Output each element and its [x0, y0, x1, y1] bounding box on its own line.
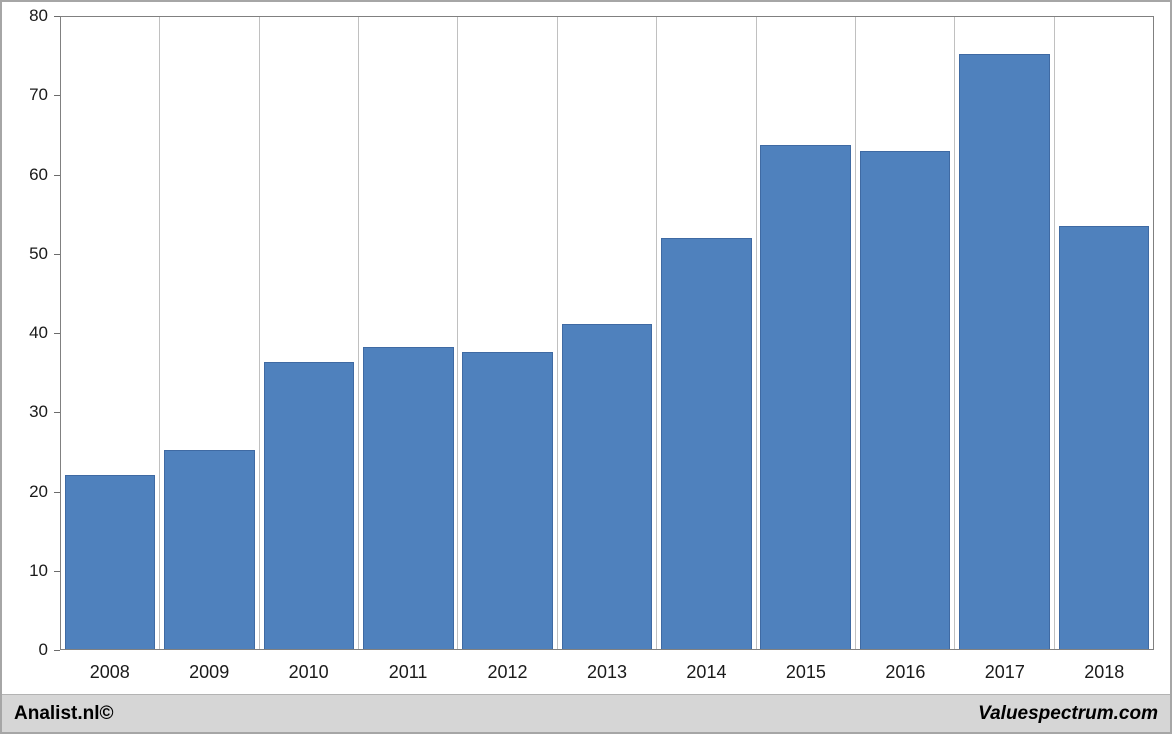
- bar-2013: [561, 323, 653, 649]
- category-cell-2017: [955, 17, 1055, 649]
- category-cell-2010: [260, 17, 360, 649]
- y-axis: 0 10 20 30 40 50 60 70 80: [8, 6, 60, 659]
- category-cell-2009: [160, 17, 260, 649]
- bar-2008: [64, 475, 156, 649]
- x-tick-label-2009: 2009: [189, 661, 230, 682]
- bar-2009: [164, 449, 255, 649]
- y-tick-mark: [54, 95, 60, 97]
- category-cell-2015: [757, 17, 856, 649]
- y-tick-mark: [54, 650, 60, 651]
- bar-2014: [661, 238, 752, 649]
- y-tick-mark: [54, 491, 60, 493]
- y-tick-label: 10: [29, 560, 48, 580]
- y-tick-label: 60: [29, 164, 48, 184]
- y-tick-mark: [54, 174, 60, 176]
- bar-2017: [959, 54, 1050, 649]
- x-tick-label-2011: 2011: [388, 661, 428, 682]
- x-tick-label-2012: 2012: [487, 661, 528, 682]
- category-cell-2008: [61, 17, 161, 649]
- y-tick-label: 0: [38, 640, 48, 659]
- bar-2015: [760, 144, 851, 649]
- bar-chart: 0 10 20 30 40 50 60 70 80 2008 2009 2010 2011 2012 20…: [2, 2, 1170, 694]
- x-tick-label-2016: 2016: [885, 661, 926, 682]
- x-tick-label-2017: 2017: [984, 661, 1025, 682]
- x-tick-label-2010: 2010: [288, 661, 329, 682]
- x-tick-label-2014: 2014: [686, 661, 727, 682]
- y-tick-label: 30: [29, 402, 48, 422]
- y-tick-label: 80: [29, 6, 48, 25]
- bar-2010: [263, 362, 355, 649]
- plot-area: [60, 16, 1154, 650]
- y-tick-label: 50: [29, 243, 48, 263]
- bar-2018: [1058, 226, 1150, 649]
- x-tick-label-2008: 2008: [89, 661, 130, 682]
- category-cell-2018: [1055, 17, 1153, 649]
- bar-2011: [363, 347, 454, 649]
- footer: Analist.nl© Valuespectrum.com: [2, 694, 1170, 732]
- bar-2016: [859, 150, 951, 649]
- y-tick-mark: [54, 412, 60, 414]
- y-tick-mark: [54, 16, 60, 17]
- y-tick-mark: [54, 570, 60, 572]
- y-tick-label: 40: [29, 323, 48, 342]
- y-tick-label: 20: [29, 481, 48, 501]
- footer-brand-right: Valuespectrum.com: [978, 702, 1158, 724]
- category-cell-2012: [458, 17, 558, 649]
- x-tick-label-2013: 2013: [586, 661, 628, 682]
- y-tick-mark: [54, 253, 60, 255]
- category-cell-2014: [657, 17, 757, 649]
- category-cell-2011: [359, 17, 459, 649]
- bar-2012: [462, 351, 553, 649]
- category-cell-2013: [558, 17, 658, 649]
- y-tick-label: 70: [29, 85, 48, 105]
- footer-brand-left: Analist.nl©: [14, 702, 114, 724]
- x-axis: 2008 2009 2010 2011 2012 2013 2014 2015 2016 2017…: [60, 650, 1154, 694]
- x-tick-label-2015: 2015: [785, 661, 826, 682]
- y-tick-mark: [54, 333, 60, 334]
- category-cell-2016: [856, 17, 956, 649]
- x-tick-label-2018: 2018: [1084, 661, 1125, 682]
